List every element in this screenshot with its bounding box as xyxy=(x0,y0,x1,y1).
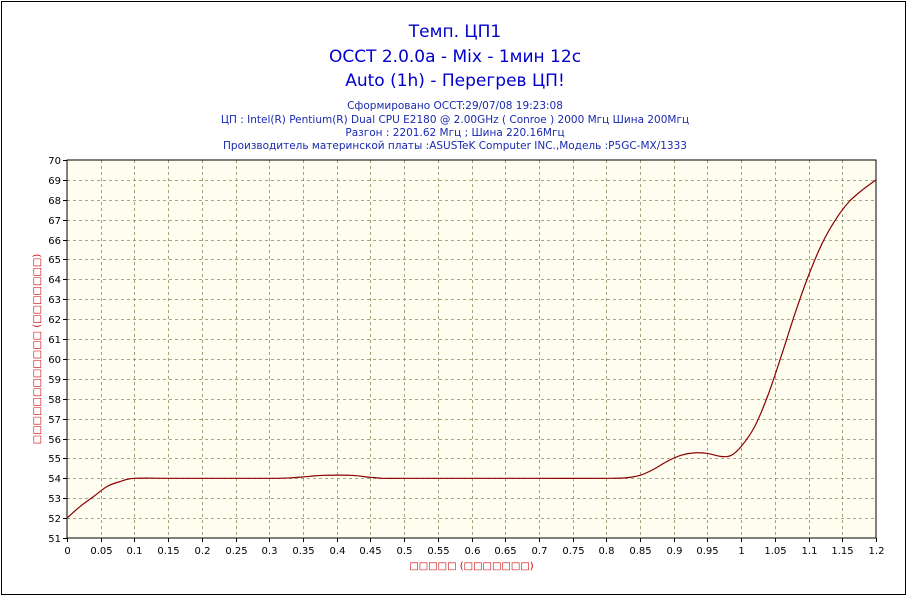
x-tick-label-0: 0 xyxy=(64,546,70,557)
plot-area xyxy=(67,160,876,538)
x-tick-label-15: 0.75 xyxy=(562,546,584,557)
x-axis-ticks: 0 0.05 0.1 0.15 0.2 0.25 0.3 0.35 0.4 0.45 0.5 0.55… xyxy=(64,538,884,557)
y-tick-label-10: 61 xyxy=(48,335,61,346)
y-tick-label-2: 53 xyxy=(48,494,61,505)
plot-border xyxy=(66,159,877,539)
y-tick-label-12: 63 xyxy=(48,295,61,306)
x-tick-label-23: 1.15 xyxy=(831,546,853,557)
y-tick-label-18: 69 xyxy=(48,176,61,187)
x-tick-label-16: 0.8 xyxy=(599,546,615,557)
x-tick-label-14: 0.7 xyxy=(532,546,548,557)
y-tick-label-15: 66 xyxy=(48,236,61,247)
x-axis-label: □□□□□ (□□□□□□□) xyxy=(409,561,533,572)
chart-title-sensor: Темп. ЦП1 xyxy=(408,22,502,42)
x-tick-label-17: 0.85 xyxy=(629,546,651,557)
x-tick-label-19: 0.95 xyxy=(696,546,718,557)
x-tick-label-3: 0.15 xyxy=(157,546,179,557)
x-tick-label-13: 0.65 xyxy=(494,546,516,557)
info-cpu: ЦП : Intel(R) Pentium(R) Dual CPU E2180 … xyxy=(220,114,690,126)
y-tick-label-6: 57 xyxy=(48,415,61,426)
y-tick-label-13: 64 xyxy=(48,275,61,286)
chart-title-program: OCCT 2.0.0a - Mix - 1мин 12с xyxy=(328,47,582,67)
y-tick-label-19: 70 xyxy=(48,156,61,167)
x-tick-label-24: 1.2 xyxy=(869,546,885,557)
y-tick-label-9: 60 xyxy=(48,355,61,366)
x-tick-label-11: 0.55 xyxy=(427,546,449,557)
x-tick-label-12: 0.6 xyxy=(465,546,481,557)
y-tick-label-5: 56 xyxy=(48,435,61,446)
grid-lines xyxy=(67,160,876,538)
series-line xyxy=(66,179,877,519)
y-tick-label-14: 65 xyxy=(48,255,61,266)
x-tick-label-20: 1 xyxy=(738,546,744,557)
x-tick-label-7: 0.35 xyxy=(292,546,314,557)
y-tick-label-17: 68 xyxy=(48,196,61,207)
info-generated: Сформировано OCCT:29/07/08 19:23:08 xyxy=(347,100,563,112)
y-tick-label-8: 59 xyxy=(48,375,61,386)
y-axis-ticks: 51 52 53 54 55 56 57 58 59 60 61 62 63 64 65 66 67 68 69 70 xyxy=(48,156,67,545)
y-axis-label: □□□□□□□□□□□□ (□□□□□□□) xyxy=(32,254,43,445)
x-tick-label-8: 0.4 xyxy=(330,546,346,557)
x-tick-label-6: 0.3 xyxy=(262,546,278,557)
x-tick-label-18: 0.9 xyxy=(667,546,683,557)
y-tick-label-4: 55 xyxy=(48,454,61,465)
info-motherboard: Производитель материнской платы :ASUSTeK… xyxy=(223,140,687,152)
y-tick-label-16: 67 xyxy=(48,216,61,227)
y-tick-label-7: 58 xyxy=(48,395,61,406)
x-tick-label-5: 0.25 xyxy=(225,546,247,557)
y-tick-label-1: 52 xyxy=(48,514,61,525)
x-tick-label-4: 0.2 xyxy=(195,546,211,557)
y-tick-label-0: 51 xyxy=(48,534,61,545)
x-tick-label-10: 0.5 xyxy=(397,546,413,557)
info-overclock: Разгон : 2201.62 Мгц ; Шина 220.16Мгц xyxy=(345,127,565,139)
y-tick-label-11: 62 xyxy=(48,315,61,326)
x-tick-label-1: 0.05 xyxy=(90,546,112,557)
x-tick-label-2: 0.1 xyxy=(127,546,143,557)
x-tick-label-9: 0.45 xyxy=(359,546,381,557)
chart-title-status: Auto (1h) - Перегрев ЦП! xyxy=(345,71,565,91)
x-tick-label-22: 1.1 xyxy=(802,546,818,557)
y-tick-label-3: 54 xyxy=(48,474,61,485)
x-tick-label-21: 1.05 xyxy=(764,546,786,557)
